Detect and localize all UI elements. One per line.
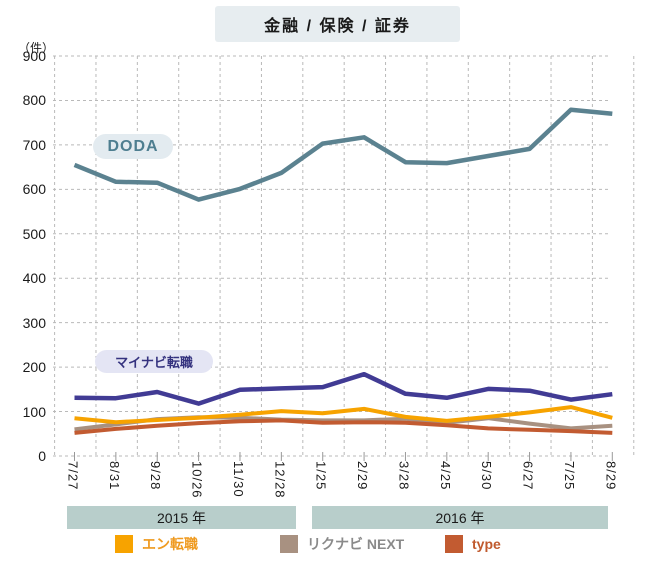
series-line-doda [73,107,613,202]
x-tick-label: 8/29 [603,461,619,491]
x-tick-label: 9/28 [148,461,164,491]
x-axis-group-2016: 2016 年 [312,506,608,529]
y-tick-label: 600 [22,181,46,198]
x-tick-label: 8/31 [106,461,122,491]
y-tick-label: 400 [22,270,46,287]
y-tick-label: 500 [22,225,46,242]
y-tick-label: 800 [22,92,46,109]
legend-item-en: エン転職 [115,535,198,553]
y-tick-label: 0 [38,448,46,464]
x-tick-label: 7/25 [561,461,577,491]
y-tick-label: 200 [22,359,46,376]
x-tick-label: 5/30 [479,461,495,491]
x-tick-label: 11/30 [230,461,246,498]
x-axis-group-2015: 2015 年 [67,506,296,529]
y-tick-label: 100 [22,403,46,420]
series-line-en [74,405,613,425]
legend-swatch-type [445,535,463,553]
legend-swatch-rikunabi [280,535,298,553]
y-tick-label: 700 [22,136,46,153]
series-label-doda: DODA [93,134,173,159]
legend-swatch-en [115,535,133,553]
x-tick-label: 6/27 [520,461,536,491]
legend-label-type: type [472,536,501,552]
legend-label-rikunabi: リクナビ NEXT [307,536,405,552]
x-tick-label: 10/26 [189,461,205,499]
legend-item-rikunabi: リクナビ NEXT [280,535,404,553]
series-line-mynavi [74,371,613,406]
x-tick-label: 12/28 [272,461,288,499]
y-tick-label: 900 [22,48,46,64]
x-tick-label: 7/27 [65,461,81,491]
series-label-mynavi: マイナビ転職 [95,350,213,373]
y-tick-label: 300 [22,314,46,331]
legend-item-type: type [445,535,501,553]
x-tick-label: 4/25 [437,461,453,491]
y-axis-unit-label: （件） [18,41,55,55]
x-tick-label: 1/25 [313,461,329,491]
series-line-type [74,418,613,435]
chart-title: 金融 / 保険 / 証券 [215,6,460,42]
x-tick-label: 3/28 [396,461,412,491]
x-tick-label: 2/29 [355,461,371,491]
legend-label-en: エン転職 [142,536,198,552]
